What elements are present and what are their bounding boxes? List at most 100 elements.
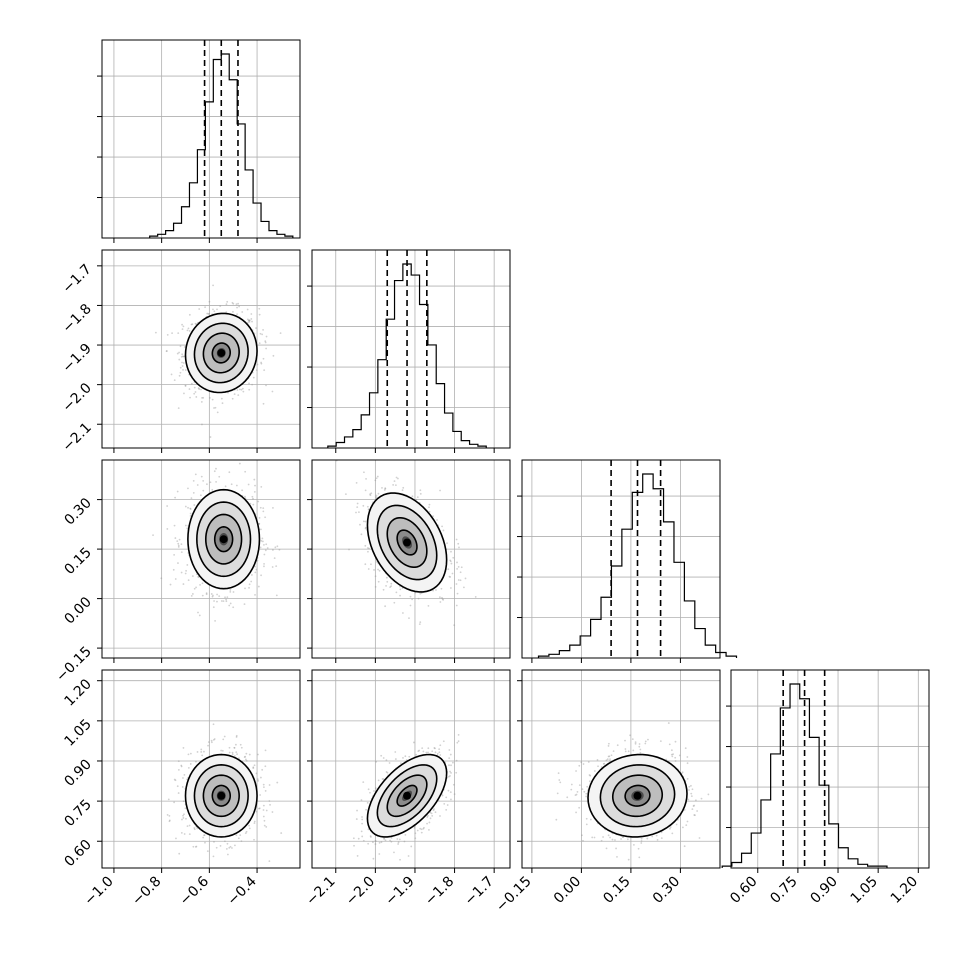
scatter-point	[260, 528, 262, 531]
scatter-point	[448, 764, 450, 767]
scatter-point	[585, 795, 588, 798]
scatter-point	[226, 842, 229, 845]
scatter-point	[166, 350, 168, 352]
scatter-point	[668, 743, 671, 746]
scatter-point	[210, 593, 213, 595]
scatter-point	[231, 847, 233, 849]
scatter-point	[694, 799, 697, 802]
scatter-point	[229, 590, 232, 593]
scatter-point	[253, 822, 256, 825]
scatter-point	[596, 759, 599, 761]
scatter-point	[169, 583, 172, 586]
scatter-point	[360, 830, 363, 833]
scatter-point	[640, 840, 643, 842]
scatter-point	[450, 550, 452, 553]
scatter-point	[383, 837, 385, 840]
scatter-point	[352, 837, 355, 840]
scatter-point	[449, 560, 452, 563]
scatter-point	[246, 318, 249, 321]
scatter-point	[355, 818, 358, 820]
scatter-point	[251, 320, 253, 323]
scatter-point	[692, 805, 695, 807]
scatter-point	[638, 743, 641, 745]
scatter-point	[268, 784, 271, 786]
scatter-point	[231, 301, 234, 304]
scatter-point	[212, 855, 215, 858]
scatter-point	[442, 740, 445, 743]
contour-line	[386, 516, 428, 569]
scatter-point	[252, 497, 254, 500]
scatter-point	[394, 484, 397, 486]
scatter-point	[690, 795, 693, 797]
scatter-point	[353, 844, 355, 847]
scatter-point	[431, 750, 434, 753]
scatter-point	[674, 756, 677, 759]
scatter-point	[228, 471, 231, 474]
scatter-point	[359, 523, 361, 526]
scatter-point	[259, 776, 262, 779]
scatter-point	[369, 493, 372, 496]
scatter-point	[263, 819, 266, 822]
scatter-point	[678, 754, 681, 757]
scatter-point	[392, 484, 395, 486]
scatter-point	[190, 382, 193, 385]
scatter-point	[218, 595, 221, 598]
histogram-step-0	[149, 53, 294, 238]
scatter-point	[188, 833, 191, 836]
scatter-point	[686, 777, 689, 780]
scatter-point	[242, 390, 245, 393]
scatter-point	[588, 780, 591, 783]
scatter-point	[578, 784, 581, 787]
scatter-point	[450, 798, 452, 801]
density-content	[352, 733, 460, 861]
scatter-point	[687, 798, 690, 801]
scatter-point	[418, 623, 421, 626]
scatter-point	[187, 506, 189, 509]
scatter-point	[671, 832, 674, 835]
scatter-point	[449, 791, 452, 794]
scatter-point	[268, 800, 271, 802]
scatter-point	[235, 734, 238, 737]
scatter-point	[394, 751, 397, 753]
scatter-point	[166, 333, 169, 336]
scatter-point	[264, 749, 267, 752]
scatter-point	[176, 352, 179, 355]
scatter-point	[195, 845, 198, 848]
scatter-point	[441, 598, 444, 600]
scatter-point	[258, 516, 261, 519]
scatter-point	[383, 489, 386, 491]
scatter-point	[442, 529, 445, 532]
scatter-point	[225, 311, 228, 314]
scatter-point	[570, 788, 573, 791]
scatter-point	[366, 505, 369, 508]
panel-frame	[730, 669, 930, 869]
scatter-point	[608, 760, 611, 762]
scatter-point	[201, 594, 204, 597]
scatter-point	[248, 827, 251, 830]
scatter-point	[428, 829, 430, 831]
density-panel-0-1: −2.1 −2.0 −1.9 −1.8 −1.7	[59, 249, 301, 455]
scatter-point	[434, 811, 437, 814]
scatter-point	[232, 591, 235, 593]
scatter-point	[181, 353, 184, 356]
scatter-point	[248, 824, 250, 827]
scatter-point	[442, 598, 445, 601]
scatter-point	[264, 341, 267, 344]
scatter-point	[204, 306, 206, 309]
y-tick-label: −2.1	[59, 420, 94, 455]
scatter-point	[213, 738, 216, 740]
scatter-point	[177, 332, 180, 335]
scatter-point	[364, 520, 367, 523]
x-tick-label: −0.6	[177, 873, 212, 908]
scatter-point	[276, 781, 279, 784]
scatter-point	[367, 828, 370, 831]
scatter-point	[268, 860, 271, 863]
scatter-point	[410, 845, 413, 848]
panel-frame	[311, 249, 511, 449]
density-peak	[219, 535, 228, 544]
scatter-point	[246, 321, 249, 324]
histogram-panel-0	[97, 39, 301, 243]
scatter-point	[431, 814, 434, 817]
scatter-point	[362, 520, 365, 523]
y-tick-label: 0.15	[61, 545, 94, 578]
